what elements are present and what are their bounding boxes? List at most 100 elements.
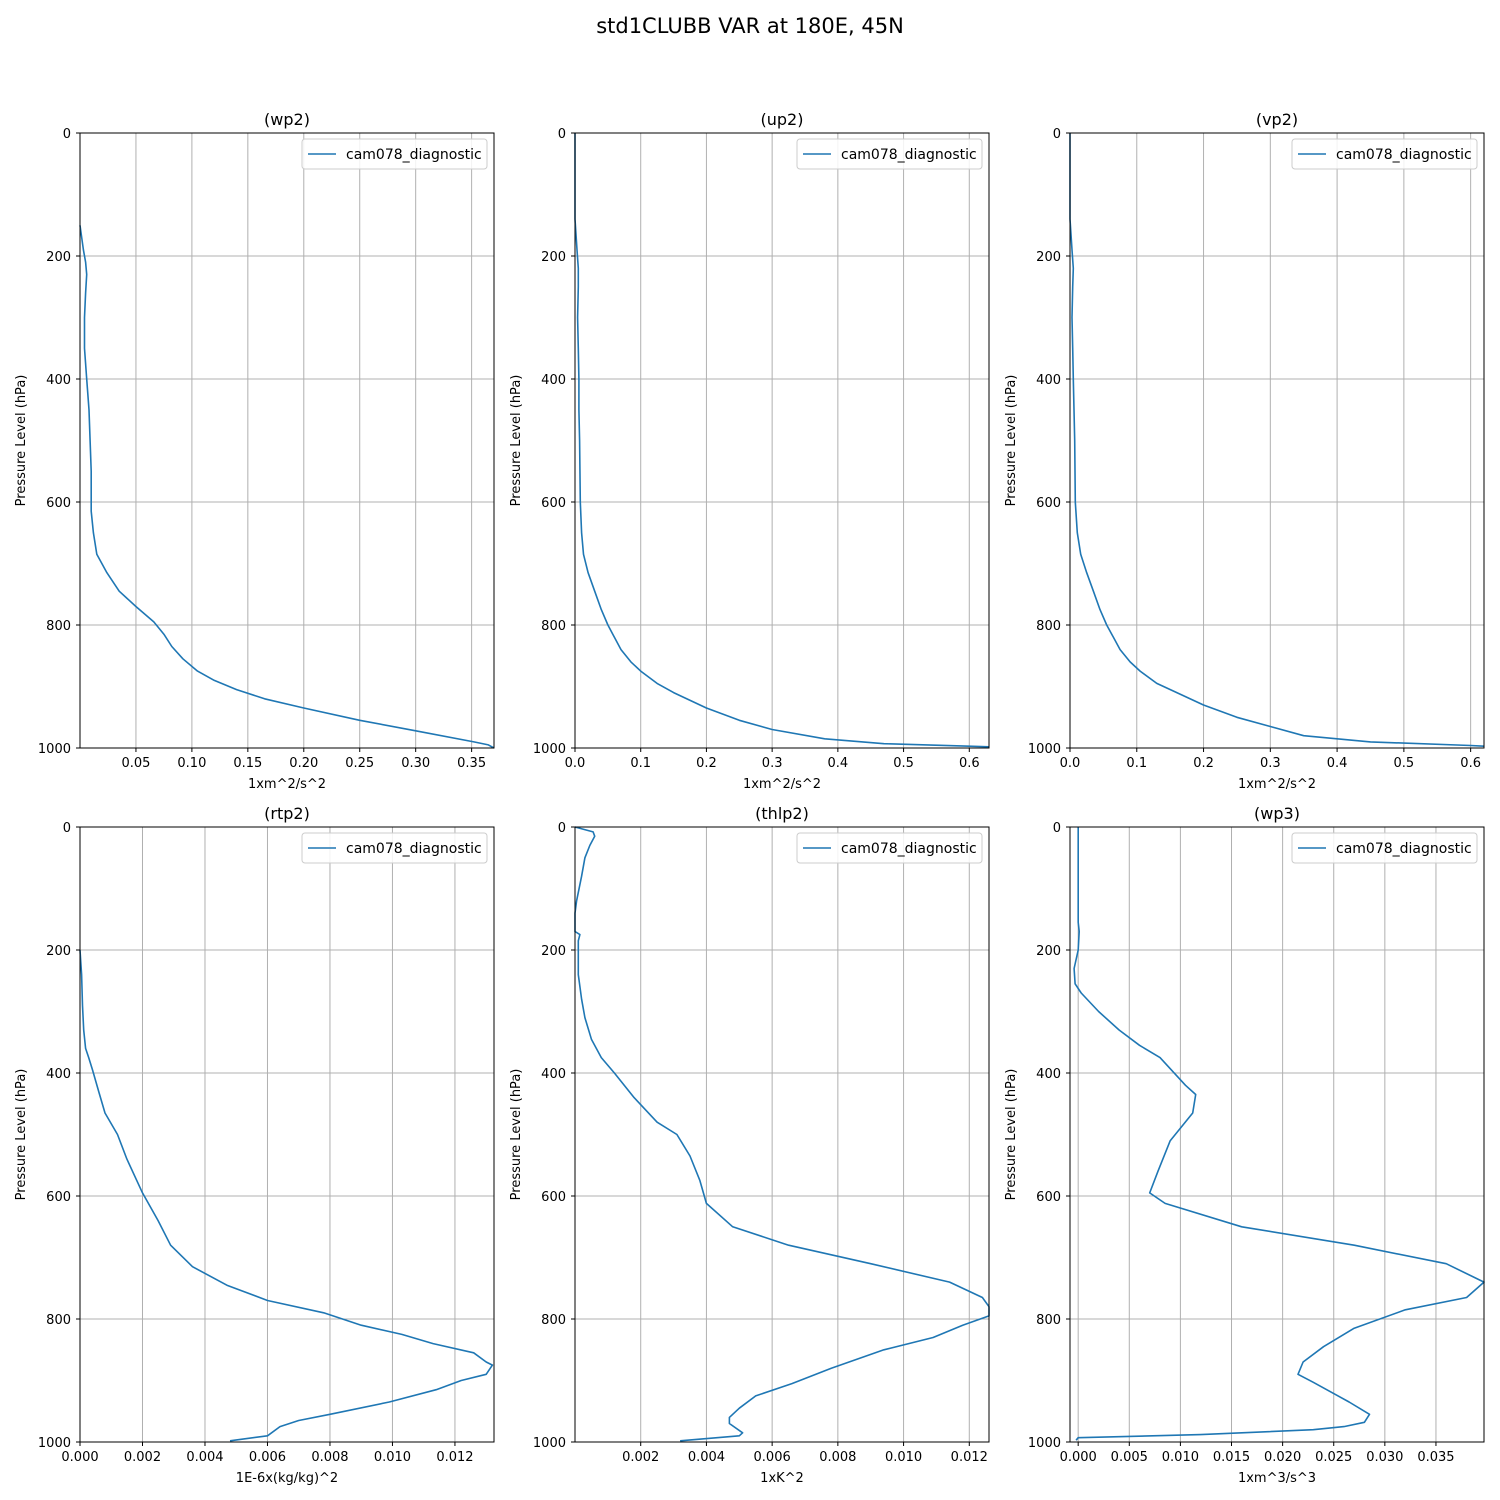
y-tick-label: 1000 — [533, 1436, 566, 1451]
y-axis-label: Pressure Level (hPa) — [1004, 375, 1019, 507]
legend-label: cam078_diagnostic — [346, 841, 482, 857]
x-tick-label: 0.010 — [885, 1450, 922, 1465]
grid-lines — [1069, 132, 1484, 749]
grid-lines — [574, 132, 989, 749]
legend-box — [301, 138, 488, 170]
y-tick-label: 600 — [46, 1190, 71, 1205]
y-tick-label: 400 — [541, 1067, 566, 1082]
y-tick-label: 600 — [1036, 1190, 1061, 1205]
chart-title: (up2) — [761, 110, 804, 129]
x-tick-label: 0.010 — [1162, 1450, 1199, 1465]
grid-lines — [79, 826, 494, 1443]
legend-label: cam078_diagnostic — [841, 841, 977, 857]
x-tick-label: 0.030 — [1366, 1450, 1403, 1465]
y-tick-label: 600 — [46, 496, 71, 511]
y-axis-label: Pressure Level (hPa) — [509, 375, 524, 507]
y-tick-label: 800 — [1036, 619, 1061, 634]
x-tick-label: 0.012 — [951, 1450, 988, 1465]
axes-frame — [1069, 826, 1485, 1443]
x-tick-label: 0.4 — [1327, 756, 1348, 771]
y-tick-label: 200 — [1036, 250, 1061, 265]
legend-label: cam078_diagnostic — [346, 147, 482, 163]
legend-box — [796, 832, 983, 864]
x-tick-label: 0.1 — [1126, 756, 1147, 771]
y-tick-label: 1000 — [38, 742, 71, 757]
y-tick-label: 200 — [46, 944, 71, 959]
y-tick-label: 800 — [541, 1313, 566, 1328]
legend: cam078_diagnostic — [301, 138, 488, 170]
y-tick-label: 0 — [1053, 821, 1061, 836]
y-tick-label: 600 — [541, 1190, 566, 1205]
y-tick-label: 1000 — [38, 1436, 71, 1451]
x-tick-label: 0.0 — [565, 756, 586, 771]
axes-frame — [1069, 132, 1485, 749]
x-tick-label: 0.015 — [1213, 1450, 1250, 1465]
y-tick-label: 600 — [541, 496, 566, 511]
legend: cam078_diagnostic — [796, 138, 983, 170]
x-tick-label: 0.012 — [436, 1450, 473, 1465]
y-tick-label: 400 — [1036, 1067, 1061, 1082]
x-tick-label: 0.008 — [819, 1450, 856, 1465]
chart-panel-3: 0.0 0.1 0.2 0.3 0.4 0.5 0.6 0 200 400 600 800 1000 (v… — [1004, 110, 1485, 792]
x-tick-label: 0.004 — [688, 1450, 725, 1465]
x-tick-label: 0.35 — [457, 756, 486, 771]
x-axis-label: 1xm^2/s^2 — [743, 777, 821, 792]
y-axis-label: Pressure Level (hPa) — [14, 1069, 29, 1201]
series-line — [1073, 827, 1485, 1441]
x-tick-label: 0.2 — [1193, 756, 1214, 771]
legend: cam078_diagnostic — [796, 832, 983, 864]
chart-title: (wp2) — [264, 110, 310, 129]
x-tick-label: 0.002 — [124, 1450, 161, 1465]
grid-lines — [1070, 826, 1484, 1443]
chart-title: (wp3) — [1254, 804, 1300, 823]
x-tick-label: 0.4 — [828, 756, 849, 771]
x-tick-label: 0.006 — [249, 1450, 286, 1465]
x-tick-label: 0.020 — [1264, 1450, 1301, 1465]
axes-frame — [574, 132, 990, 749]
y-tick-label: 200 — [541, 250, 566, 265]
y-axis-label: Pressure Level (hPa) — [509, 1069, 524, 1201]
legend-box — [796, 138, 983, 170]
y-tick-label: 400 — [541, 373, 566, 388]
chart-panel-6: 0.000 0.005 0.010 0.015 0.020 0.025 0.030 0.035… — [1004, 804, 1485, 1486]
x-tick-label: 0.25 — [345, 756, 374, 771]
y-tick-label: 800 — [541, 619, 566, 634]
x-tick-label: 0.0 — [1060, 756, 1081, 771]
x-tick-label: 0.05 — [121, 756, 150, 771]
x-tick-label: 0.3 — [1260, 756, 1281, 771]
series-line — [574, 133, 990, 748]
y-tick-label: 1000 — [1028, 1436, 1061, 1451]
x-tick-label: 0.3 — [762, 756, 783, 771]
axes-frame — [79, 132, 495, 749]
x-axis-label: 1xK^2 — [760, 1471, 804, 1486]
legend: cam078_diagnostic — [1291, 832, 1478, 864]
axes-frame — [79, 826, 495, 1443]
y-axis-label: Pressure Level (hPa) — [1004, 1069, 1019, 1201]
x-tick-label: 0.010 — [374, 1450, 411, 1465]
x-tick-label: 0.002 — [622, 1450, 659, 1465]
y-tick-label: 0 — [63, 127, 71, 142]
x-tick-label: 0.008 — [311, 1450, 348, 1465]
x-tick-label: 0.2 — [696, 756, 717, 771]
legend: cam078_diagnostic — [1291, 138, 1478, 170]
legend-label: cam078_diagnostic — [1336, 841, 1472, 857]
legend-box — [1291, 832, 1478, 864]
grid-lines — [80, 132, 494, 749]
legend-label: cam078_diagnostic — [841, 147, 977, 163]
x-tick-label: 0.5 — [1394, 756, 1415, 771]
y-tick-label: 600 — [1036, 496, 1061, 511]
x-tick-label: 0.5 — [893, 756, 914, 771]
series-line — [574, 826, 990, 1442]
y-tick-label: 200 — [1036, 944, 1061, 959]
x-tick-label: 0.025 — [1315, 1450, 1352, 1465]
y-tick-label: 1000 — [1028, 742, 1061, 757]
x-axis-label: 1E-6x(kg/kg)^2 — [236, 1471, 338, 1486]
y-tick-label: 0 — [558, 127, 566, 142]
y-tick-label: 200 — [46, 250, 71, 265]
chart-panel-4: 0.000 0.002 0.004 0.006 0.008 0.010 0.012 0 200 4… — [14, 804, 495, 1486]
x-tick-label: 0.1 — [630, 756, 651, 771]
x-axis-label: 1xm^2/s^2 — [1238, 777, 1316, 792]
legend-box — [301, 832, 488, 864]
x-tick-label: 0.004 — [186, 1450, 223, 1465]
